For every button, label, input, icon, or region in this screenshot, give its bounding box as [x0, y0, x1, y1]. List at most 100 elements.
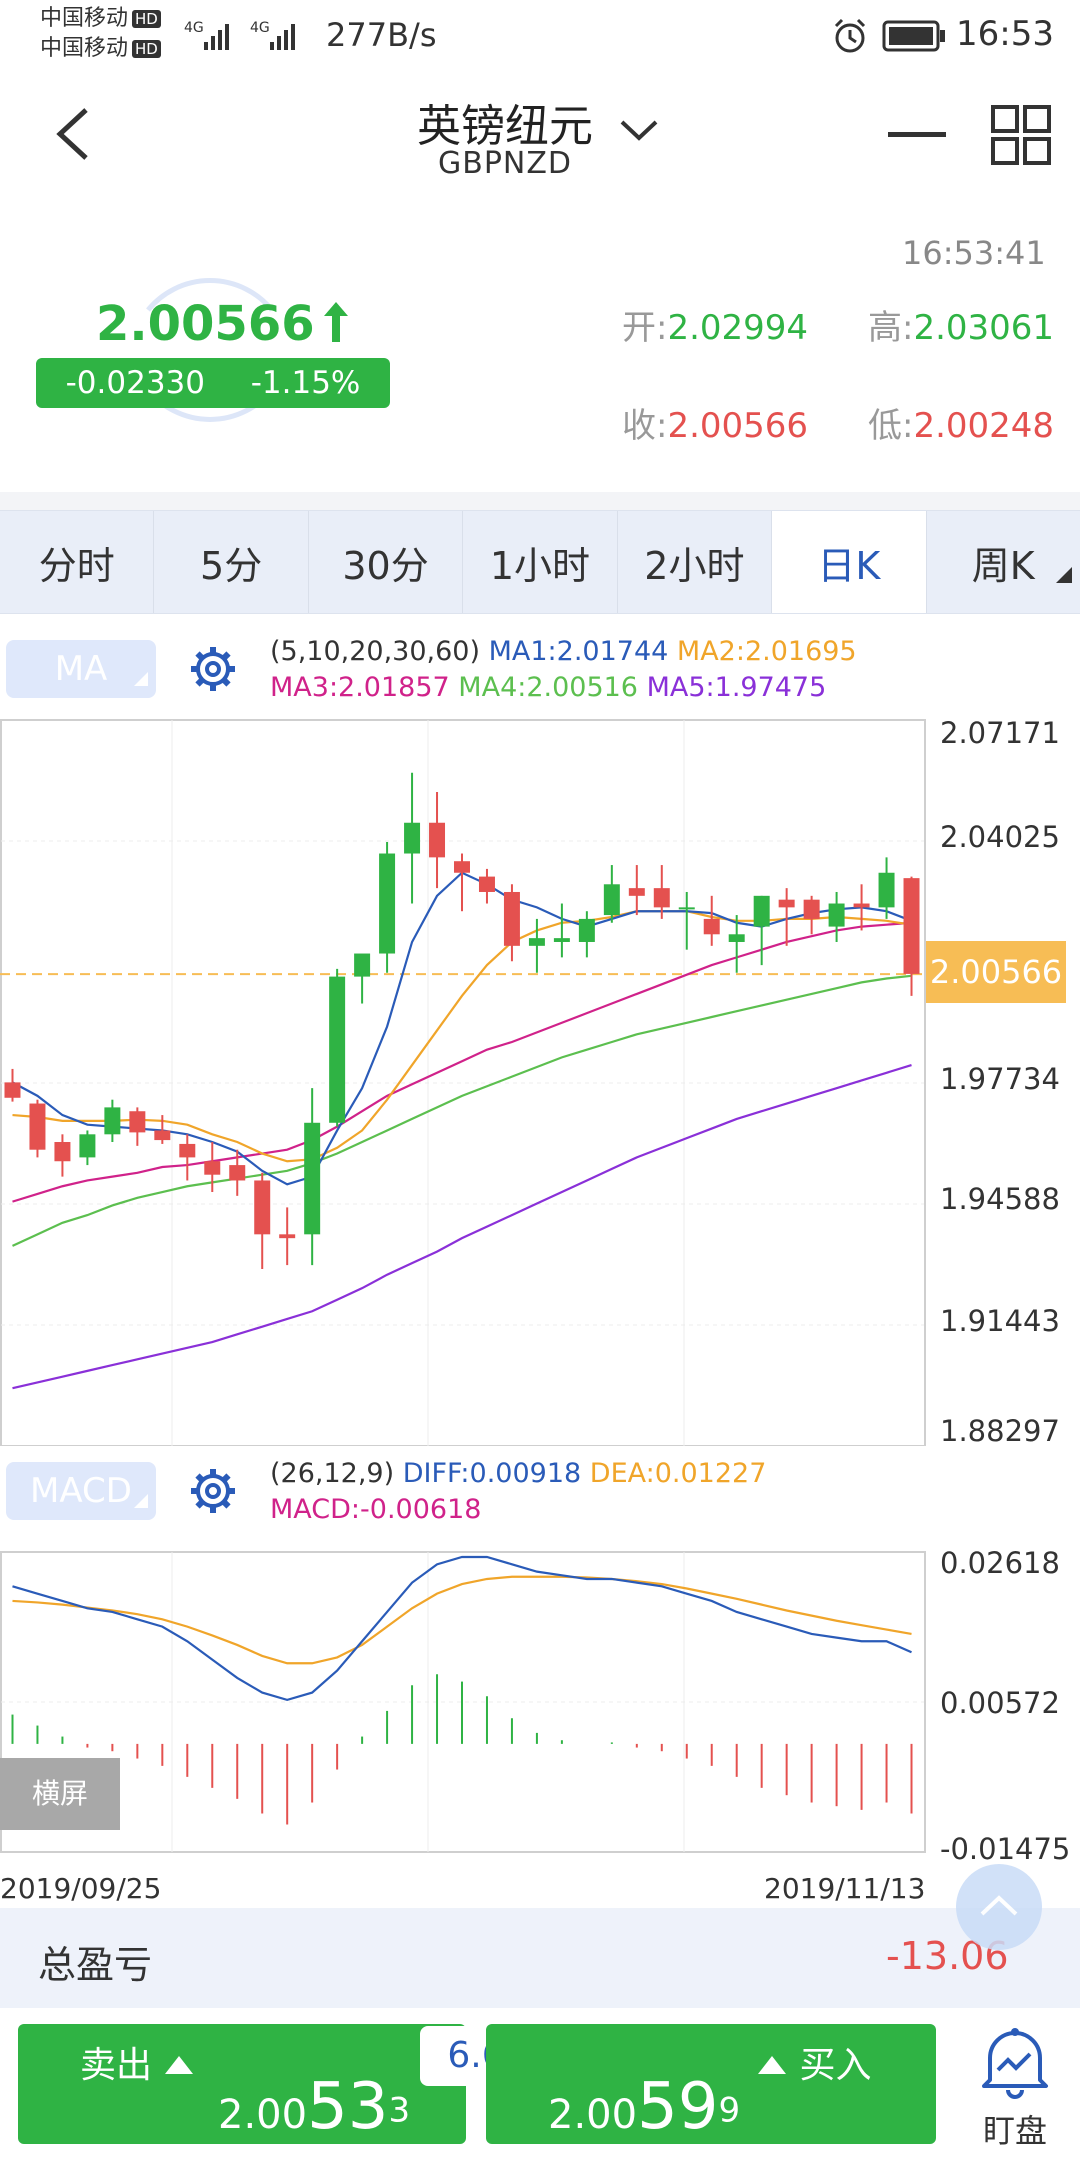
chevron-up-icon [980, 1895, 1018, 1916]
profit-loss-bar [0, 1908, 1080, 2008]
macd-settings-gear-icon[interactable] [188, 1466, 238, 1516]
candle-body [803, 899, 820, 919]
tab-daily-k[interactable]: 日K [772, 511, 927, 613]
watch-button[interactable]: 盯盘 [960, 2024, 1070, 2154]
macd-values: (26,12,9) DIFF:0.00918 DEA:0.01227 MACD:… [270, 1456, 766, 1528]
sell-label: 卖出 [80, 2045, 153, 2086]
candle-body [229, 1165, 246, 1181]
current-price-tag: 2.00566 [926, 941, 1066, 1003]
ma2-value: MA2:2.01695 [676, 636, 857, 667]
triangle-up-icon [165, 2056, 194, 2074]
buy-button[interactable]: 买入 2.00599 [486, 2024, 936, 2144]
ma5-line [12, 1064, 912, 1390]
candle-body [753, 895, 770, 927]
buy-price-prefix: 2.00 [548, 2092, 638, 2138]
candle-body [279, 1234, 296, 1239]
candle-body [379, 853, 396, 954]
y-label-6: 1.88297 [940, 1414, 1060, 1448]
ma5-value: MA5:1.97475 [646, 672, 827, 703]
ma-chip-label: MA [54, 649, 108, 689]
macd-params: (26,12,9) [270, 1458, 395, 1489]
candle-body [853, 903, 870, 908]
candle-body [553, 938, 570, 942]
buy-price-big: 59 [637, 2070, 719, 2144]
buy-label-group: 买入 [756, 2036, 871, 2088]
pl-label: 总盈亏 [38, 1943, 153, 1987]
ma-settings-gear-icon[interactable] [188, 644, 238, 694]
hd-badge-2: HD [132, 40, 161, 58]
candle-body [778, 899, 795, 908]
tab-weekly-k-label: 周K [971, 543, 1035, 588]
macd-value: MACD:-0.00618 [270, 1494, 482, 1525]
macd-indicator-chip[interactable]: MACD [6, 1462, 156, 1520]
high-label: 高: [868, 308, 914, 348]
tab-2hour[interactable]: 2小时 [618, 511, 773, 613]
chip-corner-icon [134, 672, 148, 686]
y-label-5: 1.91443 [940, 1304, 1060, 1338]
candle-body [903, 878, 920, 974]
change-badge: -0.02330 -1.15% [36, 358, 390, 408]
tab-weekly-k[interactable]: 周K [927, 511, 1080, 613]
watch-label: 盯盘 [982, 2112, 1047, 2150]
sell-price: 2.00533 [218, 2070, 410, 2144]
candle-body [828, 903, 845, 927]
landscape-button[interactable]: 横屏 [0, 1758, 120, 1830]
dropdown-corner-icon [1055, 567, 1072, 583]
sell-price-prefix: 2.00 [218, 2092, 308, 2138]
macd-chart[interactable] [0, 1548, 926, 1864]
tab-30min[interactable]: 30分 [309, 511, 464, 613]
candle-body [129, 1111, 146, 1133]
layout-grid-icon[interactable] [990, 104, 1052, 166]
candle-body [728, 934, 745, 942]
candle-body [703, 918, 720, 935]
ma-indicator-chip[interactable]: MA [6, 640, 156, 698]
back-icon[interactable] [48, 102, 98, 166]
bell-chart-icon [982, 2028, 1048, 2099]
candle-body [603, 884, 620, 916]
candle-body [4, 1082, 21, 1098]
y-label-1: 2.07171 [940, 716, 1060, 750]
y-label-2: 2.04025 [940, 820, 1060, 854]
date-end: 2019/11/13 [764, 1872, 926, 1905]
low-value: 2.00248 [913, 406, 1055, 446]
candlestick-chart[interactable] [0, 718, 926, 1446]
high-stat: 高:2.03061 [868, 300, 1054, 349]
sell-price-sup: 3 [388, 2090, 411, 2131]
candle-body [503, 891, 520, 946]
high-value: 2.03061 [913, 308, 1055, 348]
candle-body [154, 1130, 171, 1141]
date-start: 2019/09/25 [0, 1872, 162, 1905]
dea-value: DEA:0.01227 [589, 1458, 767, 1489]
tab-5min[interactable]: 5分 [154, 511, 309, 613]
minimize-icon[interactable] [888, 132, 946, 137]
ma4-line [12, 974, 912, 1247]
macd-chip-label: MACD [30, 1471, 132, 1511]
chevron-down-icon[interactable] [618, 116, 660, 146]
candle-body [29, 1103, 46, 1150]
tab-time-share[interactable]: 分时 [0, 511, 155, 613]
open-label: 开: [622, 308, 668, 348]
battery-icon [882, 20, 945, 52]
tab-1hour[interactable]: 1小时 [463, 511, 618, 613]
close-stat: 收:2.00566 [622, 398, 808, 447]
ma4-value: MA4:2.00516 [458, 672, 638, 703]
change-value: -0.02330 [65, 365, 205, 401]
diff-value: DIFF:0.00918 [402, 1458, 582, 1489]
sell-button[interactable]: 卖出 2.00533 [18, 2024, 466, 2144]
alarm-icon [834, 18, 866, 53]
close-label: 收: [622, 406, 668, 446]
candle-body [79, 1134, 96, 1158]
quote-timestamp: 16:53:41 [902, 234, 1046, 272]
scroll-top-button[interactable] [956, 1864, 1042, 1950]
candle-body [54, 1142, 71, 1162]
y-label-4: 1.94588 [940, 1182, 1060, 1216]
triangle-up-icon [758, 2056, 786, 2074]
change-percent: -1.15% [250, 365, 361, 401]
open-value: 2.02994 [667, 308, 809, 348]
candle-body [329, 976, 346, 1123]
ma-params: (5,10,20,30,60) [270, 636, 481, 667]
page-title[interactable]: 英镑纽元 [417, 101, 593, 152]
ma-values: (5,10,20,30,60) MA1:2.01744 MA2:2.01695 … [270, 634, 857, 706]
candle-body [478, 876, 495, 892]
candle-body [204, 1161, 221, 1175]
